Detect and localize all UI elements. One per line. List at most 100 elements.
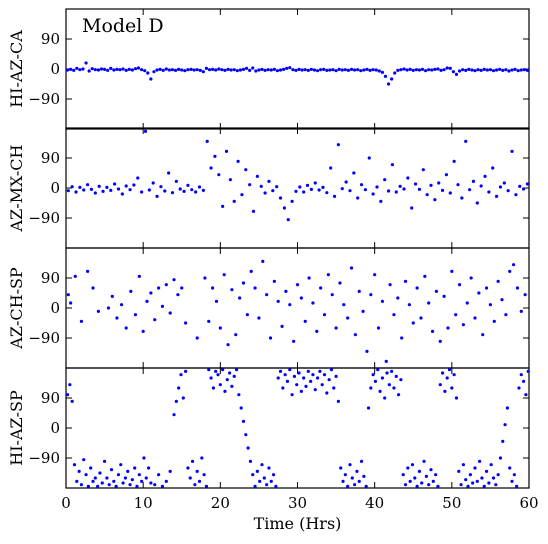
data-point — [141, 329, 145, 333]
data-point — [109, 468, 114, 472]
data-point — [163, 189, 167, 193]
data-point — [278, 196, 283, 200]
data-point — [290, 393, 294, 397]
data-point — [186, 466, 190, 470]
data-point — [276, 376, 280, 380]
data-point — [508, 269, 512, 273]
data-point — [413, 476, 417, 480]
data-point — [304, 384, 308, 388]
data-point — [342, 303, 346, 307]
data-point — [365, 67, 369, 71]
data-point — [272, 67, 276, 71]
data-point — [77, 469, 81, 473]
data-point — [275, 69, 280, 73]
data-point — [244, 168, 248, 172]
data-point — [367, 156, 371, 160]
data-point — [115, 67, 119, 71]
data-point — [515, 286, 520, 290]
data-point — [466, 484, 470, 488]
data-point — [124, 184, 128, 188]
data-point — [523, 293, 527, 297]
data-point — [248, 459, 253, 463]
data-point — [340, 187, 344, 191]
data-point — [282, 206, 286, 210]
data-point — [330, 293, 334, 297]
data-point — [121, 481, 125, 485]
data-point — [423, 274, 427, 278]
data-point — [116, 187, 121, 191]
data-point — [272, 279, 276, 283]
data-point — [262, 476, 266, 480]
data-point — [66, 293, 70, 297]
data-point — [271, 189, 275, 193]
data-point — [195, 68, 199, 72]
data-point — [188, 476, 192, 480]
data-point — [157, 286, 161, 290]
data-point — [102, 459, 107, 463]
data-point — [475, 201, 479, 205]
data-point — [445, 66, 449, 70]
data-point — [487, 481, 491, 485]
data-point — [237, 393, 241, 397]
data-point — [332, 386, 336, 390]
data-point — [229, 68, 233, 72]
data-point — [427, 483, 431, 487]
data-point — [241, 419, 246, 423]
data-point — [248, 68, 252, 72]
data-point — [265, 483, 269, 487]
data-point — [399, 68, 403, 72]
data-point — [349, 67, 354, 71]
data-point — [431, 479, 435, 483]
data-point — [261, 259, 265, 263]
data-point — [346, 68, 351, 72]
data-point — [386, 189, 391, 193]
data-point — [353, 68, 357, 72]
data-point — [232, 374, 236, 378]
data-point — [113, 182, 117, 186]
data-point — [498, 67, 502, 71]
data-point — [140, 190, 144, 194]
data-point — [246, 446, 250, 450]
data-point — [461, 463, 466, 467]
data-point — [471, 179, 476, 183]
data-point — [359, 459, 364, 463]
data-point — [403, 483, 408, 487]
data-point — [356, 196, 360, 200]
data-point — [385, 371, 389, 375]
data-point — [120, 192, 124, 196]
data-point — [290, 199, 294, 203]
data-point — [254, 69, 258, 73]
x-axis-label: Time (Hrs) — [254, 514, 342, 533]
data-point — [255, 174, 259, 178]
data-point — [271, 473, 276, 477]
data-point — [197, 479, 202, 483]
data-point — [311, 301, 315, 305]
data-point — [192, 68, 196, 72]
data-point — [112, 68, 116, 72]
data-point — [69, 67, 73, 71]
data-point — [216, 373, 220, 377]
data-point — [105, 185, 109, 189]
data-point — [359, 69, 363, 73]
data-point — [140, 68, 144, 72]
y-tick-label: −90 — [28, 329, 60, 347]
data-point — [411, 68, 415, 72]
data-point — [440, 188, 445, 192]
data-point — [439, 68, 443, 72]
data-point — [285, 379, 290, 383]
data-point — [380, 70, 384, 74]
data-point — [305, 183, 310, 187]
data-point — [336, 143, 340, 147]
data-point — [153, 318, 157, 322]
data-point — [278, 369, 283, 373]
data-point — [121, 67, 125, 71]
data-point — [482, 484, 486, 488]
data-point — [485, 68, 489, 72]
y-tick-label: −90 — [28, 90, 60, 108]
data-point — [309, 379, 313, 383]
data-point — [433, 198, 437, 202]
data-point — [153, 483, 157, 487]
data-point — [388, 283, 392, 287]
